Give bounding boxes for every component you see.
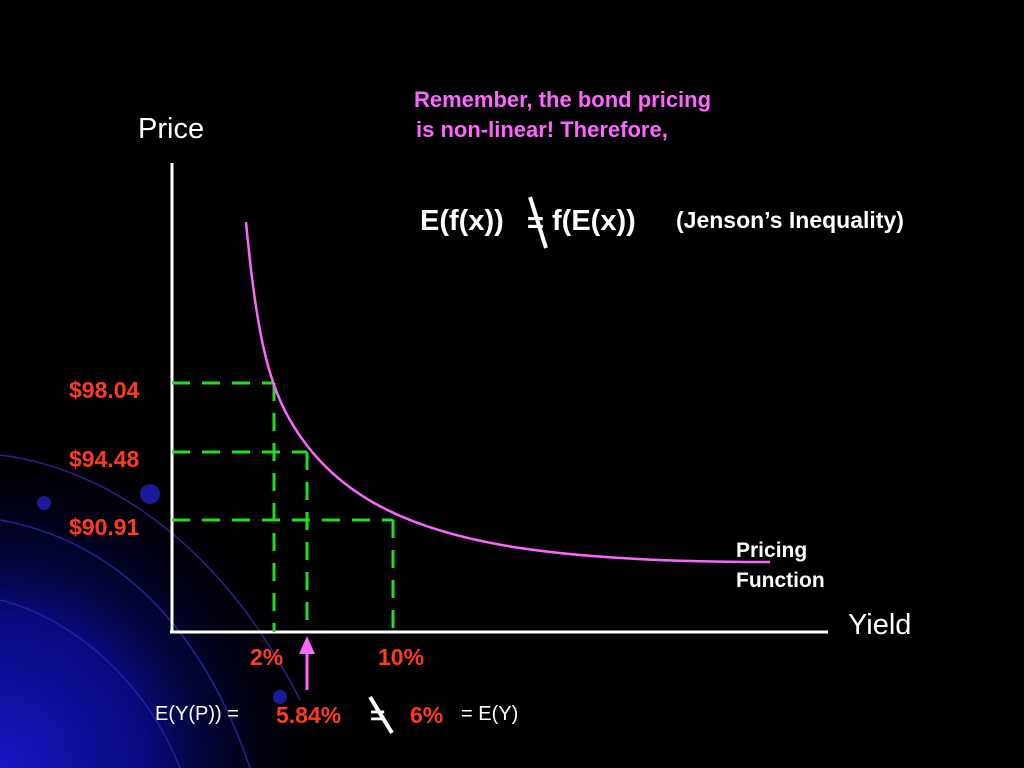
pricing-curve xyxy=(244,221,771,564)
x-axis-label: Yield xyxy=(848,609,912,641)
not-equal-slash-bottom xyxy=(368,695,394,735)
yield-label-10: 10% xyxy=(378,644,425,670)
bottom-equation-right: = E(Y) xyxy=(461,703,519,725)
bottom-value-left: 5.84% xyxy=(276,702,342,728)
price-label-94: $94.48 xyxy=(69,446,140,472)
bottom-equation-left: E(Y(P)) = xyxy=(155,703,239,725)
note-line-2: is non-linear! Therefore, xyxy=(416,117,668,142)
price-label-90: $90.91 xyxy=(69,514,140,540)
y-axis-label: Price xyxy=(138,113,205,145)
formula-right: f(E(x)) xyxy=(552,205,636,237)
note-line-1: Remember, the bond pricing xyxy=(414,87,712,112)
bottom-relation: = xyxy=(370,700,386,730)
curve-label-line-1: Pricing xyxy=(736,539,808,562)
formula-left: E(f(x)) xyxy=(420,205,504,237)
formula-name: (Jenson’s Inequality) xyxy=(676,207,904,233)
bottom-value-right: 6% xyxy=(410,702,444,728)
yield-label-2: 2% xyxy=(250,644,284,670)
curve-label-line-2: Function xyxy=(736,569,825,592)
arrow-up-icon xyxy=(299,636,315,690)
formula-relation: = xyxy=(527,207,544,239)
guide-lines xyxy=(172,381,395,632)
price-label-98: $98.04 xyxy=(69,377,140,403)
not-equal-slash-top xyxy=(528,196,548,249)
